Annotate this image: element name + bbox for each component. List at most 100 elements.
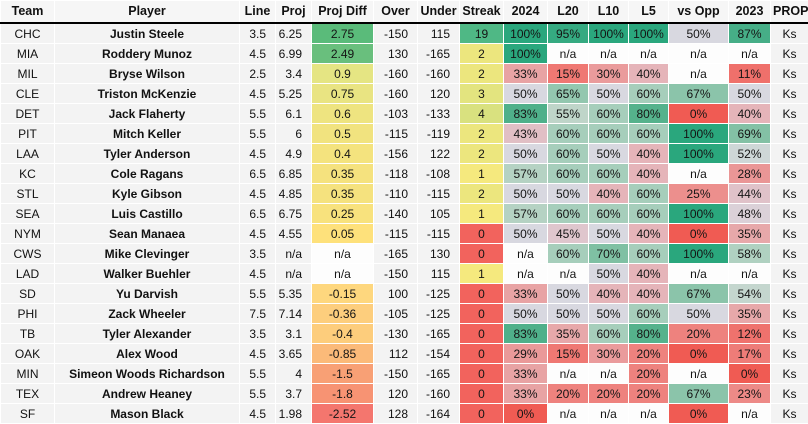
cell-over: 130 <box>373 43 418 64</box>
cell-over: -150 <box>373 363 418 384</box>
cell-y2024: 33% <box>503 363 548 384</box>
cell-vs_opp: 100% <box>668 203 729 224</box>
cell-l20: 50% <box>547 283 589 304</box>
cell-line: 4.5 <box>239 183 276 204</box>
cell-over: -105 <box>373 303 418 324</box>
cell-player: Simeon Woods Richardson <box>54 363 240 384</box>
cell-vs_opp: 100% <box>668 243 729 264</box>
cell-l10: 60% <box>588 323 629 344</box>
cell-y2023: 12% <box>728 323 771 344</box>
cell-line: 5.5 <box>239 283 276 304</box>
cell-prop: Ks <box>770 163 808 184</box>
cell-proj: 4 <box>275 363 312 384</box>
col-header-vs_opp: vs Opp <box>668 0 729 24</box>
cell-l20: n/a <box>547 263 589 284</box>
table-row: MIL Bryse Wilson 2.5 3.4 0.9 -160 -160 2 33% 15% 3… <box>0 63 808 84</box>
cell-y2024: 57% <box>503 163 548 184</box>
cell-l10: 50% <box>588 83 629 104</box>
table-row: STL Kyle Gibson 4.5 4.85 0.35 -110 -115 2 50% 50%… <box>0 183 808 204</box>
cell-team: LAD <box>0 263 55 284</box>
cell-streak: 0 <box>459 283 504 304</box>
cell-proj_diff: -0.36 <box>311 303 374 324</box>
cell-player: Zack Wheeler <box>54 303 240 324</box>
cell-under: -160 <box>417 383 460 404</box>
cell-prop: Ks <box>770 203 808 224</box>
cell-vs_opp: n/a <box>668 63 729 84</box>
cell-l5: 100% <box>628 22 669 44</box>
cell-streak: 0 <box>459 343 504 364</box>
cell-line: 6.5 <box>239 163 276 184</box>
cell-under: 115 <box>417 22 460 44</box>
cell-streak: 1 <box>459 263 504 284</box>
cell-team: CWS <box>0 243 55 264</box>
table-row: SD Yu Darvish 5.5 5.35 -0.15 100 -125 0 33% 50% 40… <box>0 283 808 304</box>
cell-over: -165 <box>373 243 418 264</box>
cell-y2024: 57% <box>503 203 548 224</box>
cell-streak: 1 <box>459 203 504 224</box>
cell-line: 4.5 <box>239 403 276 424</box>
cell-proj_diff: -1.5 <box>311 363 374 384</box>
cell-l20: 60% <box>547 203 589 224</box>
cell-l20: 55% <box>547 103 589 124</box>
cell-vs_opp: 50% <box>668 303 729 324</box>
cell-vs_opp: 100% <box>668 143 729 164</box>
table-body: CHC Justin Steele 3.5 6.25 2.75 -150 115 19 100%… <box>0 22 808 424</box>
cell-player: Triston McKenzie <box>54 83 240 104</box>
table-row: LAA Tyler Anderson 4.5 4.9 0.4 -156 122 2 50% 60%… <box>0 143 808 164</box>
cell-y2024: 83% <box>503 103 548 124</box>
cell-under: -119 <box>417 123 460 144</box>
cell-l10: 30% <box>588 343 629 364</box>
cell-vs_opp: 67% <box>668 383 729 404</box>
cell-y2024: 50% <box>503 83 548 104</box>
cell-l5: 60% <box>628 83 669 104</box>
cell-vs_opp: 0% <box>668 223 729 244</box>
cell-line: 4.5 <box>239 343 276 364</box>
cell-y2023: n/a <box>728 403 771 424</box>
cell-l5: 60% <box>628 183 669 204</box>
cell-l5: 20% <box>628 383 669 404</box>
cell-team: STL <box>0 183 55 204</box>
cell-y2023: 87% <box>728 22 771 44</box>
cell-streak: 2 <box>459 143 504 164</box>
cell-proj_diff: n/a <box>311 243 374 264</box>
cell-y2024: 50% <box>503 143 548 164</box>
col-header-l5: L5 <box>628 0 669 24</box>
cell-vs_opp: 100% <box>668 123 729 144</box>
cell-y2024: 50% <box>503 303 548 324</box>
cell-proj: 7.14 <box>275 303 312 324</box>
cell-team: TB <box>0 323 55 344</box>
col-header-y2024: 2024 <box>503 0 548 24</box>
cell-line: 4.5 <box>239 43 276 64</box>
cell-under: -160 <box>417 63 460 84</box>
cell-y2023: 50% <box>728 83 771 104</box>
cell-under: -133 <box>417 103 460 124</box>
cell-proj_diff: n/a <box>311 263 374 284</box>
cell-over: -160 <box>373 83 418 104</box>
cell-over: 112 <box>373 343 418 364</box>
cell-y2023: 69% <box>728 123 771 144</box>
cell-proj_diff: 0.5 <box>311 123 374 144</box>
cell-prop: Ks <box>770 303 808 324</box>
cell-line: 3.5 <box>239 22 276 44</box>
cell-under: -125 <box>417 303 460 324</box>
cell-y2023: 0% <box>728 363 771 384</box>
cell-line: 4.5 <box>239 143 276 164</box>
cell-l20: 50% <box>547 303 589 324</box>
cell-vs_opp: 20% <box>668 323 729 344</box>
cell-streak: 2 <box>459 183 504 204</box>
cell-under: -115 <box>417 183 460 204</box>
cell-l10: 50% <box>588 303 629 324</box>
cell-l20: 45% <box>547 223 589 244</box>
cell-over: -140 <box>373 203 418 224</box>
cell-vs_opp: 0% <box>668 103 729 124</box>
cell-l20: 60% <box>547 163 589 184</box>
cell-proj: 3.1 <box>275 323 312 344</box>
cell-y2023: 17% <box>728 343 771 364</box>
cell-y2023: 52% <box>728 143 771 164</box>
cell-y2024: n/a <box>503 263 548 284</box>
cell-streak: 0 <box>459 323 504 344</box>
cell-prop: Ks <box>770 43 808 64</box>
cell-l5: 40% <box>628 63 669 84</box>
